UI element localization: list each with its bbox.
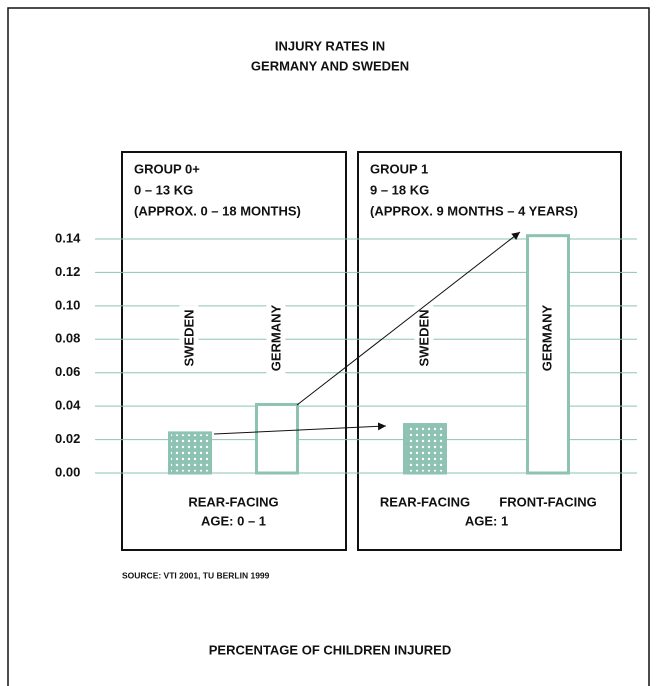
x-axis-label: PERCENTAGE OF CHILDREN INJURED — [209, 642, 451, 657]
bar — [168, 431, 212, 475]
arrow — [213, 422, 387, 435]
group-label: 0 – 13 KG — [134, 182, 193, 197]
y-tick-label: 0.08 — [55, 331, 80, 346]
series-label: GERMANY — [268, 304, 283, 371]
bar — [403, 423, 447, 475]
group-box — [121, 151, 347, 551]
series-label: SWEDEN — [181, 309, 196, 366]
label-bg — [266, 300, 286, 376]
age-label: AGE: 0 – 1 — [201, 513, 266, 528]
chart-title: INJURY RATES IN — [275, 38, 385, 53]
label-bg — [537, 300, 557, 376]
chart-title: GERMANY AND SWEDEN — [251, 58, 409, 73]
y-tick-label: 0.04 — [55, 398, 81, 413]
group-label: (APPROX. 9 MONTHS – 4 YEARS) — [370, 203, 578, 218]
arrow — [296, 231, 521, 406]
group-box — [357, 151, 622, 551]
caption: REAR-FACING — [380, 494, 470, 509]
y-tick-label: 0.00 — [55, 464, 80, 479]
series-label: GERMANY — [539, 304, 554, 371]
y-tick-label: 0.10 — [55, 297, 80, 312]
y-tick-label: 0.14 — [55, 230, 81, 245]
y-tick-label: 0.02 — [55, 431, 80, 446]
caption: FRONT-FACING — [499, 494, 597, 509]
group-label: GROUP 1 — [370, 161, 428, 176]
caption: REAR-FACING — [188, 494, 278, 509]
source: SOURCE: VTI 2001, TU BERLIN 1999 — [122, 570, 270, 580]
y-tick-label: 0.12 — [55, 264, 80, 279]
y-tick-label: 0.06 — [55, 364, 80, 379]
arrows — [213, 231, 521, 435]
bar — [255, 402, 299, 475]
series-label: SWEDEN — [416, 309, 431, 366]
group-label: GROUP 0+ — [134, 161, 200, 176]
label-bg — [414, 305, 434, 371]
group-label: (APPROX. 0 – 18 MONTHS) — [134, 203, 301, 218]
group-label: 9 – 18 KG — [370, 182, 429, 197]
age-label: AGE: 1 — [465, 513, 508, 528]
label-bg — [179, 305, 199, 371]
frame — [7, 7, 650, 686]
